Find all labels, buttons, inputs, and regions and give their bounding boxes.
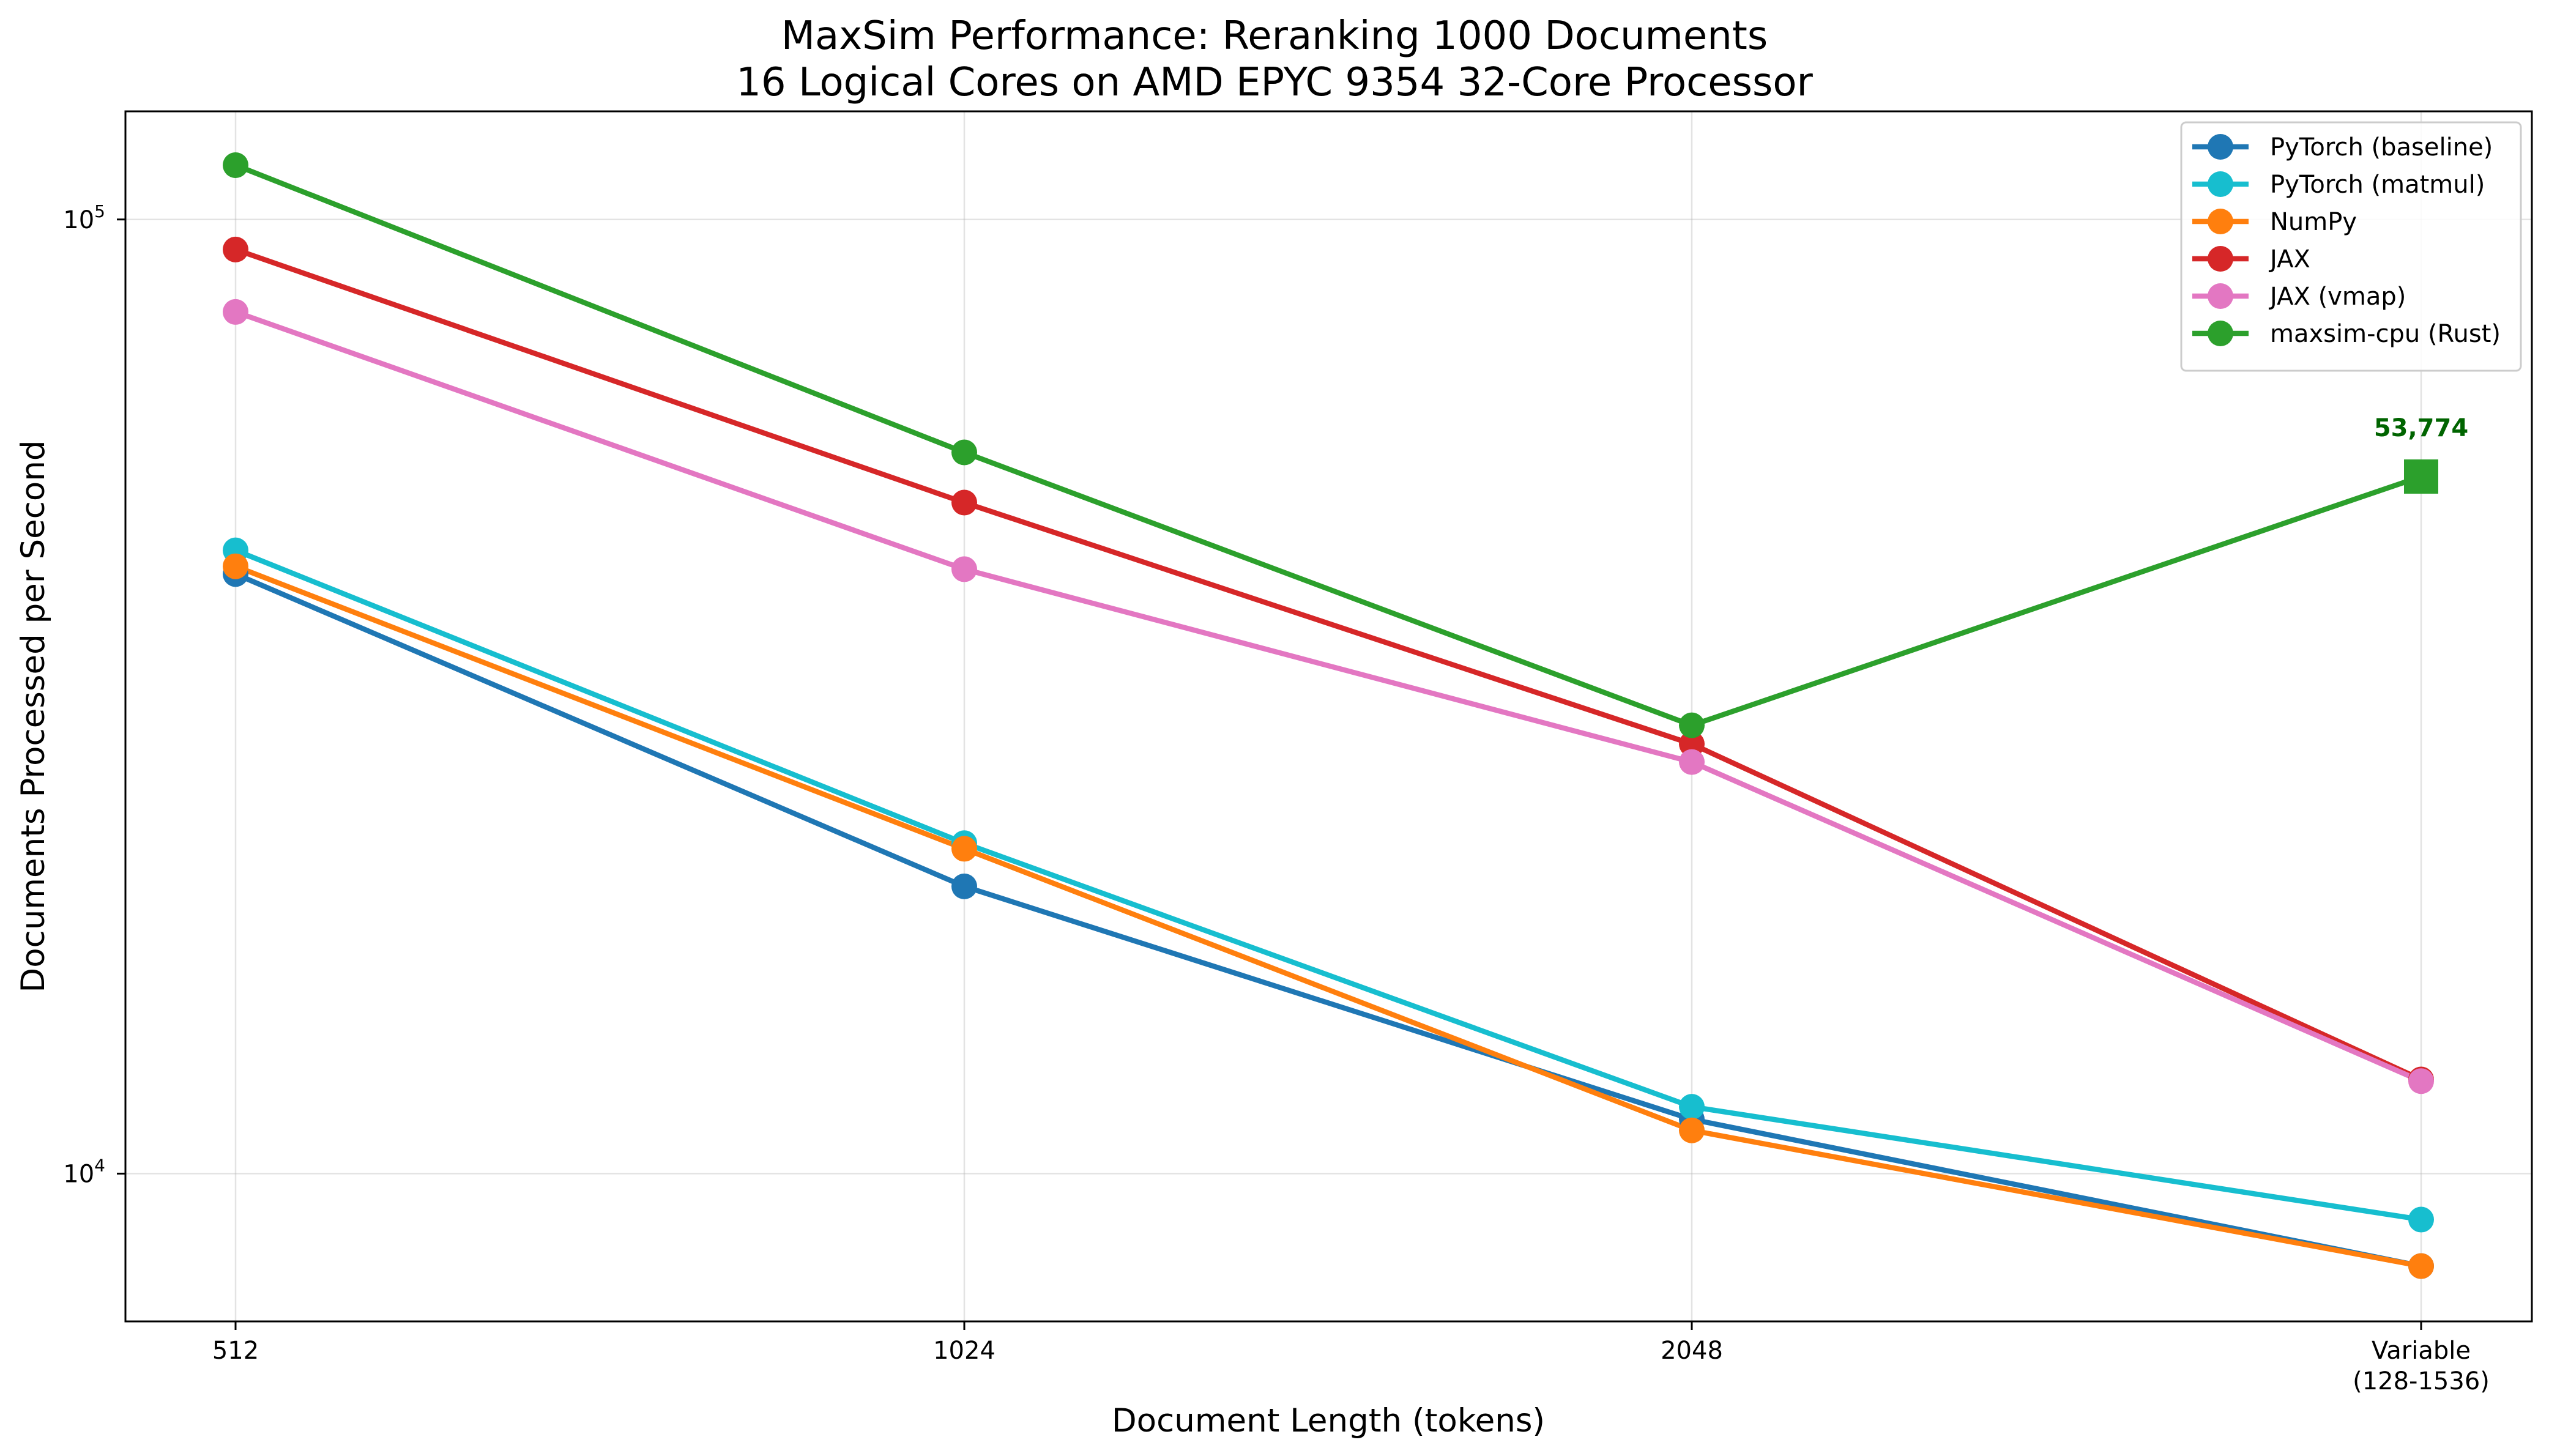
plot-frame bbox=[124, 110, 2533, 1323]
annotation-0: 53,774 bbox=[2374, 414, 2468, 442]
legend-marker-1 bbox=[2208, 171, 2233, 197]
legend-frame bbox=[2180, 121, 2522, 372]
series-lines bbox=[233, 162, 2424, 1269]
series-1-point-2 bbox=[1679, 1094, 1705, 1120]
x-axis-label: Document Length (tokens) bbox=[1112, 1402, 1545, 1439]
x-tick-label-2: 2048 bbox=[1661, 1337, 1723, 1365]
legend-item-2: NumPy bbox=[2192, 208, 2357, 236]
legend-item-4: JAX (vmap) bbox=[2192, 283, 2406, 311]
y-tick-label-0: 104 bbox=[63, 1155, 105, 1188]
series-markers bbox=[223, 152, 2438, 1279]
annotations: 53,774 bbox=[2374, 414, 2468, 442]
legend-label-5: maxsim-cpu (Rust) bbox=[2270, 320, 2501, 348]
x-tick-label-3: Variable bbox=[2372, 1337, 2471, 1365]
series-4-point-3 bbox=[2408, 1068, 2434, 1094]
series-line-3 bbox=[233, 247, 2424, 1082]
legend-item-3: JAX bbox=[2192, 245, 2310, 273]
series-2-point-2 bbox=[1679, 1117, 1705, 1143]
series-line-4 bbox=[233, 309, 2424, 1084]
legend-label-1: PyTorch (matmul) bbox=[2270, 171, 2485, 199]
x-tick-label-3-line-2: (128-1536) bbox=[2353, 1367, 2490, 1395]
series-3-point-2 bbox=[1679, 731, 1705, 757]
legend-label-3: JAX bbox=[2268, 245, 2310, 273]
legend-marker-0 bbox=[2208, 134, 2233, 160]
series-2-point-1 bbox=[951, 836, 977, 862]
series-5-point-1 bbox=[951, 439, 977, 466]
y-tick-label-1: 105 bbox=[63, 201, 105, 234]
series-line-0 bbox=[233, 571, 2424, 1269]
series-4-point-0 bbox=[223, 299, 248, 325]
chart-title-line-1: MaxSim Performance: Reranking 1000 Docum… bbox=[781, 13, 1768, 59]
series-5-point-0 bbox=[223, 152, 248, 178]
series-2-point-3 bbox=[2408, 1253, 2434, 1279]
legend-marker-5 bbox=[2208, 321, 2233, 346]
series-4-point-1 bbox=[951, 556, 977, 582]
series-0-point-1 bbox=[951, 873, 977, 899]
series-2-point-0 bbox=[223, 553, 248, 579]
legend-marker-2 bbox=[2208, 209, 2233, 234]
legend: PyTorch (baseline) PyTorch (matmul) NumPy J… bbox=[2180, 121, 2522, 372]
legend-item-0: PyTorch (baseline) bbox=[2192, 133, 2493, 162]
series-line-2 bbox=[233, 563, 2424, 1269]
chart-title-line-2: 16 Logical Cores on AMD EPYC 9354 32-Cor… bbox=[736, 60, 1813, 105]
series-5-point-2 bbox=[1679, 712, 1705, 738]
x-tick-label-0: 512 bbox=[212, 1337, 259, 1365]
legend-item-1: PyTorch (matmul) bbox=[2192, 171, 2485, 199]
series-5-point-3 bbox=[2404, 459, 2438, 494]
series-3-point-1 bbox=[951, 489, 977, 516]
legend-marker-4 bbox=[2208, 283, 2233, 309]
series-line-1 bbox=[233, 548, 2424, 1222]
x-tick-label-1: 1024 bbox=[933, 1337, 995, 1365]
series-line-5 bbox=[233, 162, 2424, 728]
legend-label-4: JAX (vmap) bbox=[2268, 283, 2406, 311]
y-ticks: 104 105 bbox=[63, 201, 125, 1188]
legend-label-2: NumPy bbox=[2270, 208, 2357, 236]
legend-item-5: maxsim-cpu (Rust) bbox=[2192, 320, 2501, 348]
y-axis-label: Documents Processed per Second bbox=[15, 440, 52, 992]
series-4-point-2 bbox=[1679, 749, 1705, 775]
legend-marker-3 bbox=[2208, 246, 2233, 272]
series-3-point-0 bbox=[223, 236, 248, 262]
legend-label-0: PyTorch (baseline) bbox=[2270, 133, 2493, 162]
series-1-point-3 bbox=[2408, 1206, 2434, 1233]
x-ticks: 512 1024 2048 Variable(128-1536) bbox=[212, 1321, 2490, 1395]
grid bbox=[125, 111, 2532, 1321]
